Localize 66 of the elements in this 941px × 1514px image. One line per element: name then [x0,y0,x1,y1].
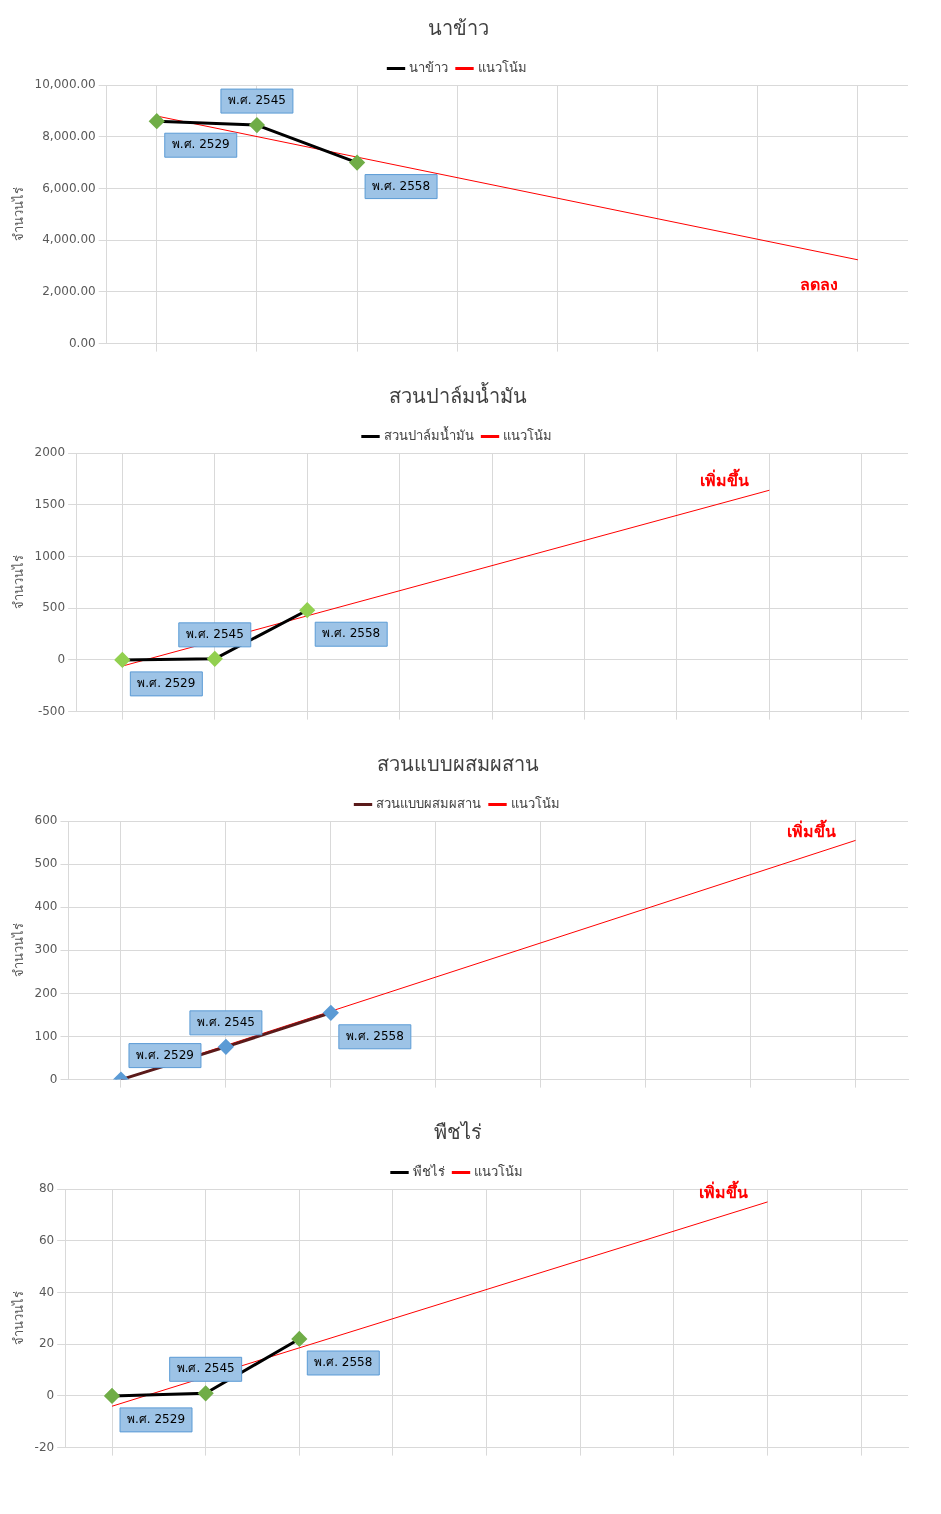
point [291,1331,307,1347]
legend-label: แนวโน้ม [477,59,527,75]
y-tick-label: 6,000.00 [42,180,96,195]
y-tick-label: 600 [34,813,58,828]
y-tick-label: 0 [49,1071,58,1086]
legend-label: แนวโน้ม [503,427,552,443]
y-axis-title: จำนวนไร่ [11,555,27,610]
y-tick-label: 0 [57,652,66,667]
y-axis-title: จำนวนไร่ [11,1291,27,1346]
annotation: เพิ่มขึ้น [700,468,750,491]
y-tick-label: 100 [34,1028,58,1043]
point [299,602,315,618]
legend-label: นาข้าว [409,59,448,75]
chart-title: สวนปาล์มน้ำมัน [389,382,527,409]
y-tick-label: 1500 [34,496,66,511]
y-tick-label: 300 [34,942,58,957]
y-tick-label: 2,000.00 [42,284,96,299]
legend-label: พืชไร่ [412,1163,445,1179]
annotation: พ.ศ. 2529 [137,676,196,691]
annotation: พ.ศ. 2545 [185,626,244,641]
y-tick-label: 200 [34,985,58,1000]
y-tick-label: 80 [38,1181,55,1196]
y-tick-label: -500 [37,703,66,718]
y-tick-label: 10,000.00 [34,77,96,92]
annotation: พ.ศ. 2558 [322,626,381,641]
point [114,652,130,668]
annotation: พ.ศ. 2545 [227,93,286,108]
point [149,113,165,129]
y-tick-label: 40 [38,1284,55,1299]
annotation: เพิ่มขึ้น [786,818,836,841]
annotation: พ.ศ. 2529 [171,137,230,152]
annotation: พ.ศ. 2558 [345,1028,404,1043]
y-axis-title: จำนวนไร่ [11,187,27,242]
annotation: พ.ศ. 2558 [314,1355,373,1370]
y-axis-title: จำนวนไร่ [11,923,27,978]
y-tick-label: 0 [46,1388,55,1403]
chart-title: พืชไร่ [434,1120,482,1145]
point [207,651,223,667]
y-tick-label: 2000 [34,445,66,460]
y-tick-label: 1000 [34,548,66,563]
chart-title: นาข้าว [427,16,489,41]
y-tick-label: 4,000.00 [42,232,96,247]
point [349,155,365,171]
y-tick-label: 500 [42,600,66,615]
point [249,117,265,133]
y-tick-label: -20 [34,1439,55,1454]
legend-label: สวนแบบผสมผสาน [376,795,481,811]
y-tick-label: 400 [34,899,58,914]
annotation: เพิ่มขึ้น [698,1180,748,1203]
annotation: พ.ศ. 2545 [196,1014,255,1029]
annotation: ลดลง [799,274,838,294]
y-tick-label: 20 [38,1336,55,1351]
legend-label: แนวโน้ม [474,1163,523,1179]
y-tick-label: 8,000.00 [42,128,96,143]
y-tick-label: 60 [38,1232,55,1247]
point [198,1385,214,1401]
point [104,1388,120,1404]
chart-title: สวนแบบผสมผสาน [377,752,539,777]
legend-label: สวนปาล์มน้ำมัน [383,425,474,443]
annotation: พ.ศ. 2545 [176,1361,235,1376]
y-tick-label: 500 [34,856,58,871]
y-tick-label: 0.00 [68,335,96,350]
legend-label: แนวโน้ม [510,795,560,811]
annotation: พ.ศ. 2529 [135,1047,194,1062]
annotation: พ.ศ. 2529 [127,1412,186,1427]
annotation: พ.ศ. 2558 [372,178,431,193]
